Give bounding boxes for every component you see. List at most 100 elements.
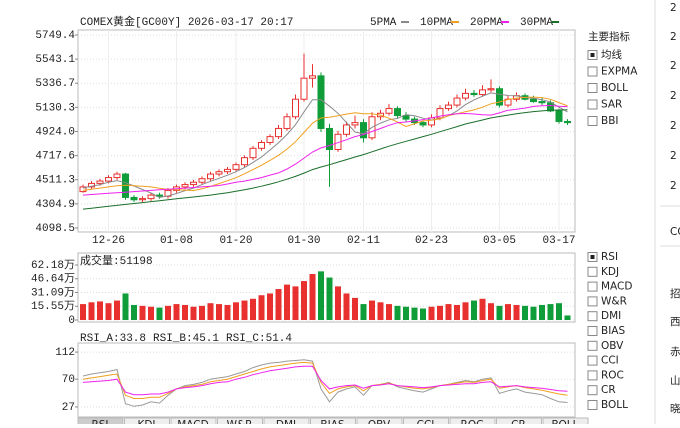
checkbox[interactable] (587, 266, 598, 277)
checkbox[interactable] (587, 281, 598, 292)
menu-item[interactable]: KDJ (601, 266, 619, 278)
menu-item[interactable]: EXPMA (601, 66, 638, 78)
checkbox[interactable] (587, 385, 598, 396)
checkbox[interactable] (587, 400, 598, 410)
tab[interactable] (124, 417, 170, 428)
tab-label[interactable]: CR (511, 419, 526, 428)
tab-label[interactable]: W&R (227, 419, 253, 428)
volume-bar (267, 293, 273, 320)
candle-body (215, 171, 223, 175)
checkbox[interactable] (587, 83, 598, 93)
tab-label[interactable]: MACD (177, 419, 208, 428)
volume-bar (369, 300, 375, 320)
checkbox[interactable] (587, 355, 598, 366)
side-text: 晓 (670, 403, 680, 415)
menu-item[interactable]: ROC (601, 369, 624, 381)
tab-label[interactable]: BIAS (320, 419, 344, 428)
ma-line (82, 96, 568, 192)
candle-body (436, 108, 444, 119)
candle-body (130, 196, 138, 201)
menu-item[interactable]: RSI (601, 251, 618, 263)
menu-item[interactable]: BIAS (601, 325, 625, 337)
menu-item[interactable]: MACD (601, 281, 632, 293)
side-text: 2 (670, 180, 677, 192)
rsi-line (82, 361, 568, 399)
tab-label[interactable]: ROC (461, 419, 484, 428)
menu-item[interactable]: BOLL (601, 82, 628, 94)
candle-body (555, 110, 563, 122)
checkbox-mark (590, 53, 595, 57)
x-tick-label: 01-20 (219, 235, 252, 247)
tab-label[interactable]: CCI (417, 419, 435, 428)
tab[interactable] (170, 417, 217, 428)
tab[interactable] (496, 417, 542, 428)
candle-body (292, 98, 299, 118)
checkbox[interactable] (587, 296, 598, 307)
y-tick-label: 70 (62, 374, 75, 386)
candle-body (462, 92, 469, 99)
menu-item[interactable]: CCI (601, 355, 619, 367)
candle-body (79, 186, 87, 193)
volume-bar (250, 298, 256, 320)
menu-item[interactable]: SAR (601, 99, 622, 111)
volume-bar (403, 306, 409, 320)
menu-item[interactable]: BBI (601, 115, 619, 127)
checkbox[interactable] (587, 311, 598, 322)
volume-label: 成交量:51198 (80, 253, 153, 268)
volume-bar (420, 308, 426, 320)
volume-bar (343, 293, 350, 320)
menu-item[interactable]: CR (601, 384, 616, 396)
side-text: 2 (670, 31, 677, 43)
menu-item[interactable]: 均线 (601, 48, 622, 61)
legend-label: 5PMA (370, 17, 397, 29)
tab[interactable] (217, 417, 263, 428)
tab[interactable] (310, 417, 356, 428)
tab-label[interactable]: BOLL (552, 419, 579, 428)
x-tick-label: 02-23 (415, 235, 448, 247)
checkbox-mark (590, 255, 595, 259)
tab-label[interactable]: KDJ (137, 419, 155, 428)
y-tick-label: 4304.9 (35, 199, 75, 211)
volume-bar (233, 302, 239, 320)
checkbox[interactable] (587, 116, 598, 126)
tab-label[interactable]: DMI (276, 419, 296, 428)
candle-body (232, 164, 240, 170)
volume-bar (292, 286, 299, 320)
tab-label[interactable]: OBV (368, 419, 391, 428)
menu-item[interactable]: W&R (601, 295, 627, 307)
tab[interactable] (542, 417, 589, 428)
checkbox[interactable] (587, 99, 598, 110)
menu-item[interactable]: DMI (601, 310, 621, 322)
x-tick-label: 01-08 (160, 235, 193, 247)
volume-bar (522, 305, 528, 320)
tab[interactable] (77, 417, 124, 428)
ma-line (82, 92, 568, 198)
menu-item[interactable]: OBV (601, 340, 624, 352)
checkbox[interactable] (587, 370, 598, 381)
candle-body (351, 122, 359, 126)
menu-item[interactable]: BOLL (601, 399, 628, 411)
volume-bar (479, 298, 486, 320)
candle-body (249, 147, 257, 159)
tab[interactable] (263, 417, 310, 428)
volume-bar (199, 305, 205, 320)
side-text: 2 (670, 2, 677, 14)
tab[interactable] (449, 417, 496, 428)
tab[interactable] (403, 417, 449, 428)
volume-bar (173, 304, 180, 320)
side-text: CO (670, 226, 680, 238)
volume-bar (505, 304, 511, 320)
legend-label: 10PMA (420, 17, 453, 29)
checkbox[interactable] (587, 340, 598, 351)
checkbox[interactable] (587, 66, 598, 77)
volume-bar (275, 289, 282, 320)
volume-bar (547, 304, 554, 320)
candle-body (394, 108, 401, 117)
checkbox[interactable] (587, 326, 598, 336)
volume-bar (139, 305, 146, 320)
tab[interactable] (356, 417, 403, 428)
candle-body (139, 198, 146, 201)
candle-body (487, 88, 495, 91)
volume-bar (318, 271, 324, 320)
tab-label[interactable]: RSI (91, 419, 108, 428)
